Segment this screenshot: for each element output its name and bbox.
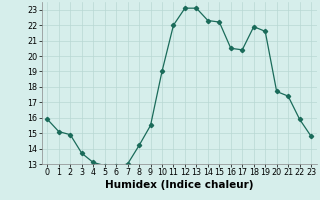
X-axis label: Humidex (Indice chaleur): Humidex (Indice chaleur) — [105, 180, 253, 190]
